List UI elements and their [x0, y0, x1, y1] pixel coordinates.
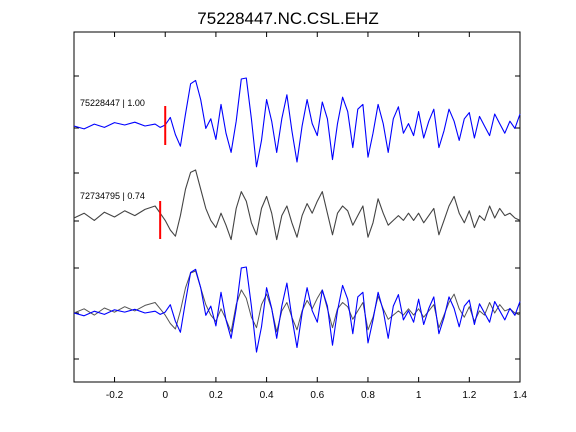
trace-2-label: 72734795 | 0.74: [80, 191, 145, 201]
trace-2-line: [73, 169, 521, 241]
overlay-trace-1-line: [73, 266, 521, 353]
x-tick-label: 0: [162, 390, 168, 401]
trace-1-line: [73, 77, 521, 168]
chart-title: 75228447.NC.CSL.EHZ: [197, 9, 379, 28]
x-tick-label: 1.2: [462, 390, 476, 401]
trace-1-label: 75228447 | 1.00: [80, 98, 145, 108]
overlay-trace-2-line: [73, 270, 521, 333]
plot-frame: [73, 31, 521, 383]
x-tick-label: 0.8: [361, 390, 375, 401]
x-tick-label: -0.2: [106, 390, 124, 401]
x-tick-label: 0.2: [209, 390, 223, 401]
x-tick-label: 0.4: [260, 390, 274, 401]
x-tick-label: 0.6: [310, 390, 324, 401]
x-tick-label: 1.4: [513, 390, 527, 401]
x-tick-label: 1: [416, 390, 422, 401]
